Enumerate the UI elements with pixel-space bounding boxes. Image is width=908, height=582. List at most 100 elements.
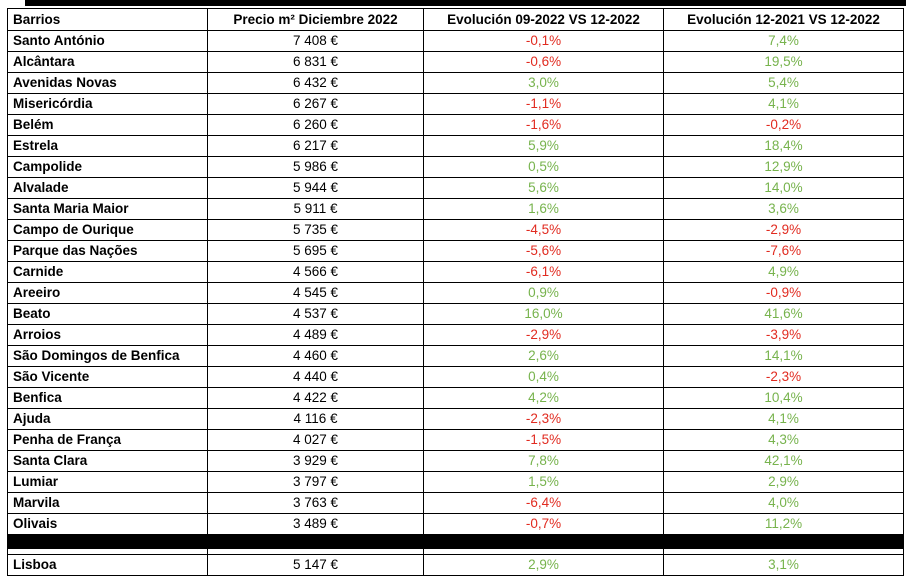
precio-cell: 5 944 €: [207, 177, 424, 199]
table-row: Marvila 3 763 € -6,4% 4,0%: [7, 492, 904, 514]
table-row: Estrela 6 217 € 5,9% 18,4%: [7, 135, 904, 157]
table-row: São Domingos de Benfica 4 460 € 2,6% 14,…: [7, 345, 904, 367]
precio-cell: 6 432 €: [207, 72, 424, 94]
evolucion-12-2021-cell: -0,9%: [663, 282, 904, 304]
column-header-barrios: Barrios: [7, 8, 208, 31]
evolucion-09-2022-cell: 1,6%: [423, 198, 664, 220]
evolucion-09-2022-cell: 0,5%: [423, 156, 664, 178]
precio-cell: 4 440 €: [207, 366, 424, 388]
barrio-name-cell: Belém: [7, 114, 208, 136]
total-precio-cell: 5 147 €: [207, 554, 424, 576]
barrio-name-cell: Santa Maria Maior: [7, 198, 208, 220]
barrio-name-cell: Santa Clara: [7, 450, 208, 472]
top-black-bar: [25, 0, 906, 6]
table-row: Penha de França 4 027 € -1,5% 4,3%: [7, 429, 904, 451]
table-row: Santa Maria Maior 5 911 € 1,6% 3,6%: [7, 198, 904, 220]
barrio-name-cell: Campo de Ourique: [7, 219, 208, 241]
total-row: Lisboa 5 147 € 2,9% 3,1%: [7, 554, 904, 576]
precio-cell: 3 929 €: [207, 450, 424, 472]
separator-cell: [663, 534, 904, 549]
precio-cell: 5 986 €: [207, 156, 424, 178]
barrio-name-cell: Benfica: [7, 387, 208, 409]
table-row: Carnide 4 566 € -6,1% 4,9%: [7, 261, 904, 283]
evolucion-09-2022-cell: 5,9%: [423, 135, 664, 157]
barrio-name-cell: Marvila: [7, 492, 208, 514]
header-row: Barrios Precio m² Diciembre 2022 Evoluci…: [7, 8, 904, 31]
table-row: Areeiro 4 545 € 0,9% -0,9%: [7, 282, 904, 304]
precio-cell: 5 911 €: [207, 198, 424, 220]
precio-cell: 3 763 €: [207, 492, 424, 514]
barrio-name-cell: Arroios: [7, 324, 208, 346]
evolucion-12-2021-cell: 14,0%: [663, 177, 904, 199]
table-row: Belém 6 260 € -1,6% -0,2%: [7, 114, 904, 136]
column-header-evolucion-12-2021: Evolución 12-2021 VS 12-2022: [663, 8, 904, 31]
evolucion-12-2021-cell: 4,1%: [663, 93, 904, 115]
evolucion-12-2021-cell: -3,9%: [663, 324, 904, 346]
barrio-name-cell: Areeiro: [7, 282, 208, 304]
evolucion-12-2021-cell: -7,6%: [663, 240, 904, 262]
evolucion-09-2022-cell: 2,6%: [423, 345, 664, 367]
table-row: Avenidas Novas 6 432 € 3,0% 5,4%: [7, 72, 904, 94]
evolucion-12-2021-cell: 4,0%: [663, 492, 904, 514]
evolucion-12-2021-cell: 4,1%: [663, 408, 904, 430]
table-row: Campo de Ourique 5 735 € -4,5% -2,9%: [7, 219, 904, 241]
total-evolucion-12-2021-cell: 3,1%: [663, 554, 904, 576]
spacer-row: [7, 548, 904, 555]
barrio-name-cell: Alvalade: [7, 177, 208, 199]
precio-cell: 4 566 €: [207, 261, 424, 283]
precio-cell: 6 831 €: [207, 51, 424, 73]
footer-rows: Lisboa 5 147 € 2,9% 3,1%: [7, 534, 904, 576]
evolucion-12-2021-cell: 41,6%: [663, 303, 904, 325]
table-row: São Vicente 4 440 € 0,4% -2,3%: [7, 366, 904, 388]
evolucion-09-2022-cell: -1,1%: [423, 93, 664, 115]
evolucion-09-2022-cell: -0,6%: [423, 51, 664, 73]
separator-cell: [7, 534, 208, 549]
table-row: Misericórdia 6 267 € -1,1% 4,1%: [7, 93, 904, 115]
barrio-name-cell: São Vicente: [7, 366, 208, 388]
table-row: Ajuda 4 116 € -2,3% 4,1%: [7, 408, 904, 430]
precio-cell: 7 408 €: [207, 30, 424, 52]
evolucion-12-2021-cell: 19,5%: [663, 51, 904, 73]
evolucion-09-2022-cell: -6,1%: [423, 261, 664, 283]
separator-row: [7, 534, 904, 549]
evolucion-09-2022-cell: 4,2%: [423, 387, 664, 409]
precio-cell: 4 545 €: [207, 282, 424, 304]
evolucion-09-2022-cell: -5,6%: [423, 240, 664, 262]
evolucion-09-2022-cell: 0,4%: [423, 366, 664, 388]
barrio-name-cell: Olivais: [7, 513, 208, 535]
evolucion-09-2022-cell: 0,9%: [423, 282, 664, 304]
precio-cell: 5 695 €: [207, 240, 424, 262]
evolucion-12-2021-cell: 10,4%: [663, 387, 904, 409]
precio-cell: 6 260 €: [207, 114, 424, 136]
barrio-name-cell: Misericórdia: [7, 93, 208, 115]
evolucion-09-2022-cell: 16,0%: [423, 303, 664, 325]
table-row: Parque das Nações 5 695 € -5,6% -7,6%: [7, 240, 904, 262]
precio-cell: 4 422 €: [207, 387, 424, 409]
precio-cell: 4 027 €: [207, 429, 424, 451]
barrio-name-cell: Alcântara: [7, 51, 208, 73]
precio-cell: 3 489 €: [207, 513, 424, 535]
evolucion-09-2022-cell: -4,5%: [423, 219, 664, 241]
barrio-name-cell: Ajuda: [7, 408, 208, 430]
barrios-price-table: Barrios Precio m² Diciembre 2022 Evoluci…: [7, 8, 904, 576]
evolucion-12-2021-cell: -2,3%: [663, 366, 904, 388]
evolucion-12-2021-cell: 42,1%: [663, 450, 904, 472]
barrio-name-cell: São Domingos de Benfica: [7, 345, 208, 367]
evolucion-09-2022-cell: -2,9%: [423, 324, 664, 346]
table-row: Santa Clara 3 929 € 7,8% 42,1%: [7, 450, 904, 472]
evolucion-09-2022-cell: -0,1%: [423, 30, 664, 52]
data-rows: Santo António 7 408 € -0,1% 7,4% Alcânta…: [7, 30, 904, 535]
barrio-name-cell: Penha de França: [7, 429, 208, 451]
evolucion-12-2021-cell: 12,9%: [663, 156, 904, 178]
barrio-name-cell: Carnide: [7, 261, 208, 283]
barrio-name-cell: Estrela: [7, 135, 208, 157]
barrio-name-cell: Campolide: [7, 156, 208, 178]
evolucion-12-2021-cell: -0,2%: [663, 114, 904, 136]
evolucion-12-2021-cell: 3,6%: [663, 198, 904, 220]
table-row: Alcântara 6 831 € -0,6% 19,5%: [7, 51, 904, 73]
evolucion-12-2021-cell: -2,9%: [663, 219, 904, 241]
separator-cell: [423, 534, 664, 549]
evolucion-09-2022-cell: -0,7%: [423, 513, 664, 535]
evolucion-09-2022-cell: -1,6%: [423, 114, 664, 136]
